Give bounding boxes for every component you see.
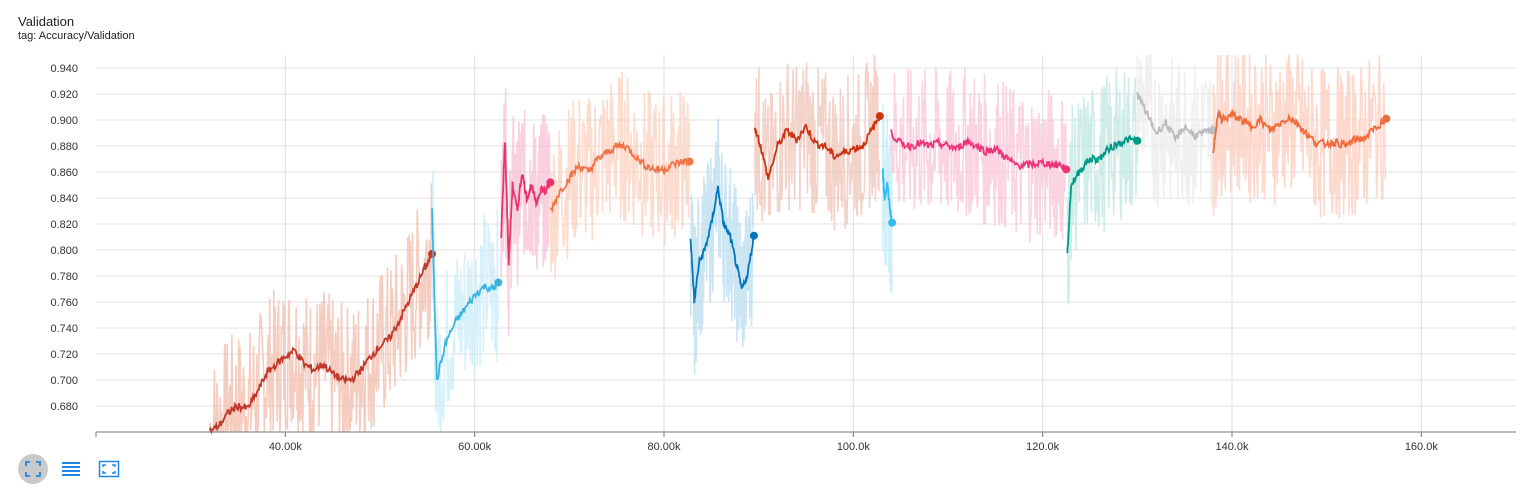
series-line[interactable] bbox=[1212, 108, 1388, 154]
y-tick-label: 0.900 bbox=[50, 115, 78, 127]
grid bbox=[96, 55, 1516, 432]
x-tick-label: 140.0k bbox=[1215, 441, 1249, 450]
series-end-point bbox=[546, 178, 555, 187]
chart-title: Validation bbox=[18, 14, 75, 29]
series-end-point bbox=[875, 112, 884, 121]
y-tick-label: 0.680 bbox=[50, 401, 78, 413]
raw-series-group bbox=[208, 54, 1387, 433]
x-tick-label: 160.0k bbox=[1405, 441, 1439, 450]
series-line[interactable] bbox=[208, 251, 433, 435]
series-line[interactable] bbox=[500, 142, 552, 266]
raw-series-line bbox=[431, 169, 499, 433]
y-tick-label: 0.840 bbox=[50, 193, 78, 205]
y-tick-label: 0.740 bbox=[50, 323, 78, 335]
series-end-point bbox=[1382, 114, 1391, 123]
y-tick-label: 0.860 bbox=[50, 167, 78, 179]
chart-controls bbox=[18, 454, 124, 484]
series-line[interactable] bbox=[689, 185, 755, 304]
raw-series-line bbox=[890, 66, 1067, 243]
expand-icon bbox=[25, 461, 41, 477]
raw-series-line bbox=[1136, 54, 1214, 208]
raw-series-line bbox=[1066, 67, 1138, 305]
y-tick-label: 0.780 bbox=[50, 271, 78, 283]
chart-tag: tag: Accuracy/Validation bbox=[18, 30, 135, 42]
list-lines-icon bbox=[62, 462, 80, 476]
y-tick-label: 0.920 bbox=[50, 89, 78, 101]
series-end-point bbox=[428, 249, 437, 258]
fit-domain-button[interactable] bbox=[18, 454, 48, 484]
series-end-point bbox=[888, 218, 897, 227]
raw-series-line bbox=[1212, 54, 1387, 220]
series-line[interactable] bbox=[1136, 91, 1214, 143]
y-tick-label: 0.820 bbox=[50, 219, 78, 231]
y-tick-label: 0.940 bbox=[50, 63, 78, 75]
series-line[interactable] bbox=[754, 115, 881, 180]
raw-series-line bbox=[689, 118, 755, 375]
series-line[interactable] bbox=[881, 168, 893, 224]
fit-frame-icon bbox=[98, 460, 120, 478]
raw-series-line bbox=[208, 183, 433, 433]
series-line[interactable] bbox=[1066, 134, 1138, 254]
series-end-point bbox=[685, 157, 694, 166]
series-line[interactable] bbox=[431, 208, 500, 381]
x-tick-label: 100.0k bbox=[837, 441, 871, 450]
series-end-point bbox=[494, 278, 503, 287]
series-line[interactable] bbox=[890, 129, 1068, 173]
y-tick-label: 0.880 bbox=[50, 141, 78, 153]
x-tick-label: 60.00k bbox=[458, 441, 492, 450]
y-tick-label: 0.700 bbox=[50, 375, 78, 387]
x-tick-label: 40.00k bbox=[269, 441, 303, 450]
series-line[interactable] bbox=[549, 140, 691, 214]
series-end-point bbox=[1062, 165, 1071, 174]
y-tick-label: 0.800 bbox=[50, 245, 78, 257]
fit-data-button[interactable] bbox=[94, 454, 124, 484]
raw-series-line bbox=[500, 88, 551, 337]
x-tick-label: 80.00k bbox=[647, 441, 681, 450]
toggle-log-button[interactable] bbox=[56, 454, 86, 484]
smoothed-series-group bbox=[208, 91, 1391, 435]
y-tick-label: 0.720 bbox=[50, 349, 78, 361]
raw-series-line bbox=[754, 54, 881, 231]
series-end-point bbox=[749, 231, 758, 240]
x-tick-label: 120.0k bbox=[1026, 441, 1060, 450]
series-end-point bbox=[1133, 136, 1142, 145]
axes: 0.680 0.700 0.720 0.740 0.760 0.780 0.800 0.820… bbox=[50, 63, 1516, 450]
line-chart[interactable]: 0.680 0.700 0.720 0.740 0.760 0.780 0.800 0.820… bbox=[0, 0, 1521, 450]
y-tick-label: 0.760 bbox=[50, 297, 78, 309]
